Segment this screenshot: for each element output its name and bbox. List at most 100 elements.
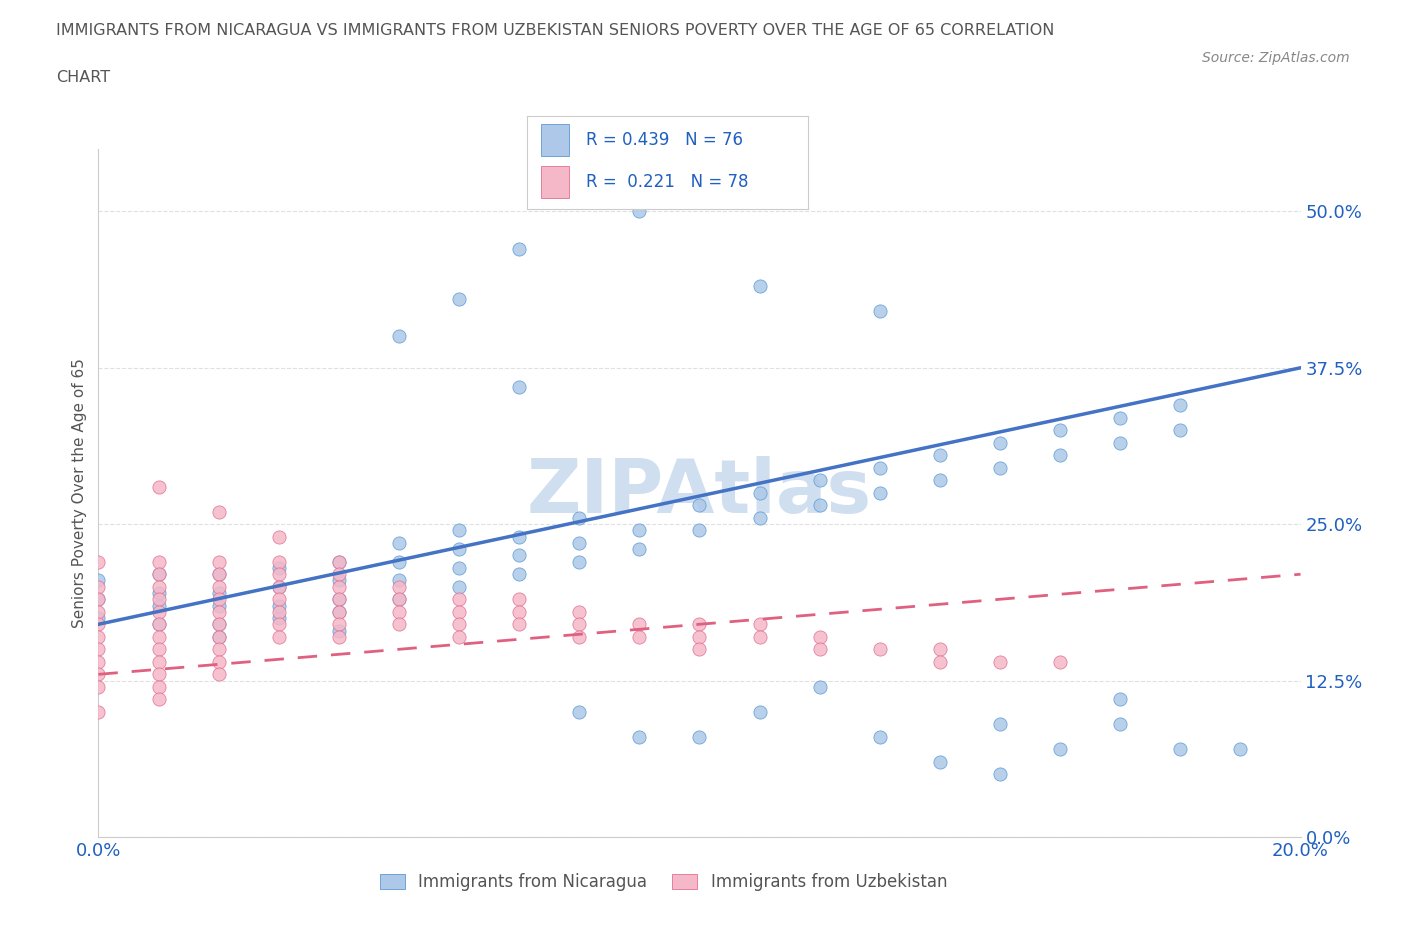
- Point: [208, 579, 231, 594]
- Point: [447, 630, 470, 644]
- Point: [388, 617, 411, 631]
- Point: [748, 279, 770, 294]
- Point: [929, 655, 952, 670]
- Point: [148, 617, 170, 631]
- Point: [808, 498, 831, 512]
- Point: [208, 630, 231, 644]
- Point: [148, 479, 170, 494]
- Point: [447, 523, 470, 538]
- Point: [267, 630, 290, 644]
- Point: [267, 561, 290, 576]
- Point: [508, 548, 530, 563]
- Point: [929, 754, 952, 769]
- Point: [328, 623, 350, 638]
- Y-axis label: Seniors Poverty Over the Age of 65: Seniors Poverty Over the Age of 65: [72, 358, 87, 628]
- Point: [148, 667, 170, 682]
- Point: [87, 642, 110, 657]
- Point: [148, 642, 170, 657]
- Point: [87, 611, 110, 626]
- Point: [148, 617, 170, 631]
- Point: [87, 604, 110, 619]
- Point: [208, 667, 231, 682]
- Point: [447, 579, 470, 594]
- Point: [208, 604, 231, 619]
- Point: [447, 604, 470, 619]
- Point: [148, 680, 170, 695]
- Point: [328, 604, 350, 619]
- Point: [148, 566, 170, 581]
- Point: [1229, 742, 1251, 757]
- Point: [267, 554, 290, 569]
- Point: [328, 617, 350, 631]
- Point: [568, 604, 591, 619]
- Point: [628, 542, 651, 557]
- Point: [267, 604, 290, 619]
- Point: [688, 617, 710, 631]
- Point: [869, 729, 891, 744]
- Point: [447, 617, 470, 631]
- Point: [328, 554, 350, 569]
- Point: [808, 680, 831, 695]
- Point: [388, 554, 411, 569]
- Point: [208, 504, 231, 519]
- Point: [328, 630, 350, 644]
- Point: [267, 598, 290, 613]
- Point: [328, 554, 350, 569]
- Point: [508, 242, 530, 257]
- Point: [1109, 692, 1132, 707]
- Point: [388, 536, 411, 551]
- Point: [208, 566, 231, 581]
- Text: IMMIGRANTS FROM NICARAGUA VS IMMIGRANTS FROM UZBEKISTAN SENIORS POVERTY OVER THE: IMMIGRANTS FROM NICARAGUA VS IMMIGRANTS …: [56, 23, 1054, 38]
- Point: [87, 591, 110, 606]
- Point: [447, 542, 470, 557]
- Point: [87, 554, 110, 569]
- Point: [87, 655, 110, 670]
- Point: [869, 460, 891, 475]
- Point: [628, 523, 651, 538]
- Point: [628, 204, 651, 219]
- Point: [267, 579, 290, 594]
- Point: [388, 329, 411, 344]
- Point: [1049, 742, 1071, 757]
- Legend: Immigrants from Nicaragua, Immigrants from Uzbekistan: Immigrants from Nicaragua, Immigrants fr…: [373, 866, 953, 897]
- Point: [508, 529, 530, 544]
- Point: [1049, 448, 1071, 463]
- Point: [929, 642, 952, 657]
- Point: [688, 498, 710, 512]
- Point: [808, 630, 831, 644]
- Point: [869, 642, 891, 657]
- Point: [208, 586, 231, 601]
- Point: [328, 579, 350, 594]
- Point: [208, 566, 231, 581]
- Point: [568, 704, 591, 719]
- Point: [447, 561, 470, 576]
- Point: [148, 579, 170, 594]
- Point: [267, 611, 290, 626]
- Text: R = 0.439   N = 76: R = 0.439 N = 76: [586, 131, 744, 149]
- Point: [508, 604, 530, 619]
- Point: [267, 591, 290, 606]
- Point: [87, 573, 110, 588]
- Point: [148, 604, 170, 619]
- Bar: [541, 166, 569, 198]
- Point: [1109, 410, 1132, 425]
- Point: [208, 598, 231, 613]
- Point: [568, 511, 591, 525]
- Point: [328, 604, 350, 619]
- Point: [929, 448, 952, 463]
- Point: [148, 630, 170, 644]
- Point: [748, 630, 770, 644]
- Point: [388, 591, 411, 606]
- Point: [148, 586, 170, 601]
- Point: [568, 536, 591, 551]
- Point: [568, 630, 591, 644]
- Point: [688, 642, 710, 657]
- Point: [148, 591, 170, 606]
- Point: [87, 617, 110, 631]
- Point: [568, 554, 591, 569]
- Text: ZIPAtlas: ZIPAtlas: [527, 457, 872, 529]
- Point: [628, 729, 651, 744]
- Point: [388, 591, 411, 606]
- Text: Source: ZipAtlas.com: Source: ZipAtlas.com: [1202, 51, 1350, 65]
- Point: [929, 473, 952, 488]
